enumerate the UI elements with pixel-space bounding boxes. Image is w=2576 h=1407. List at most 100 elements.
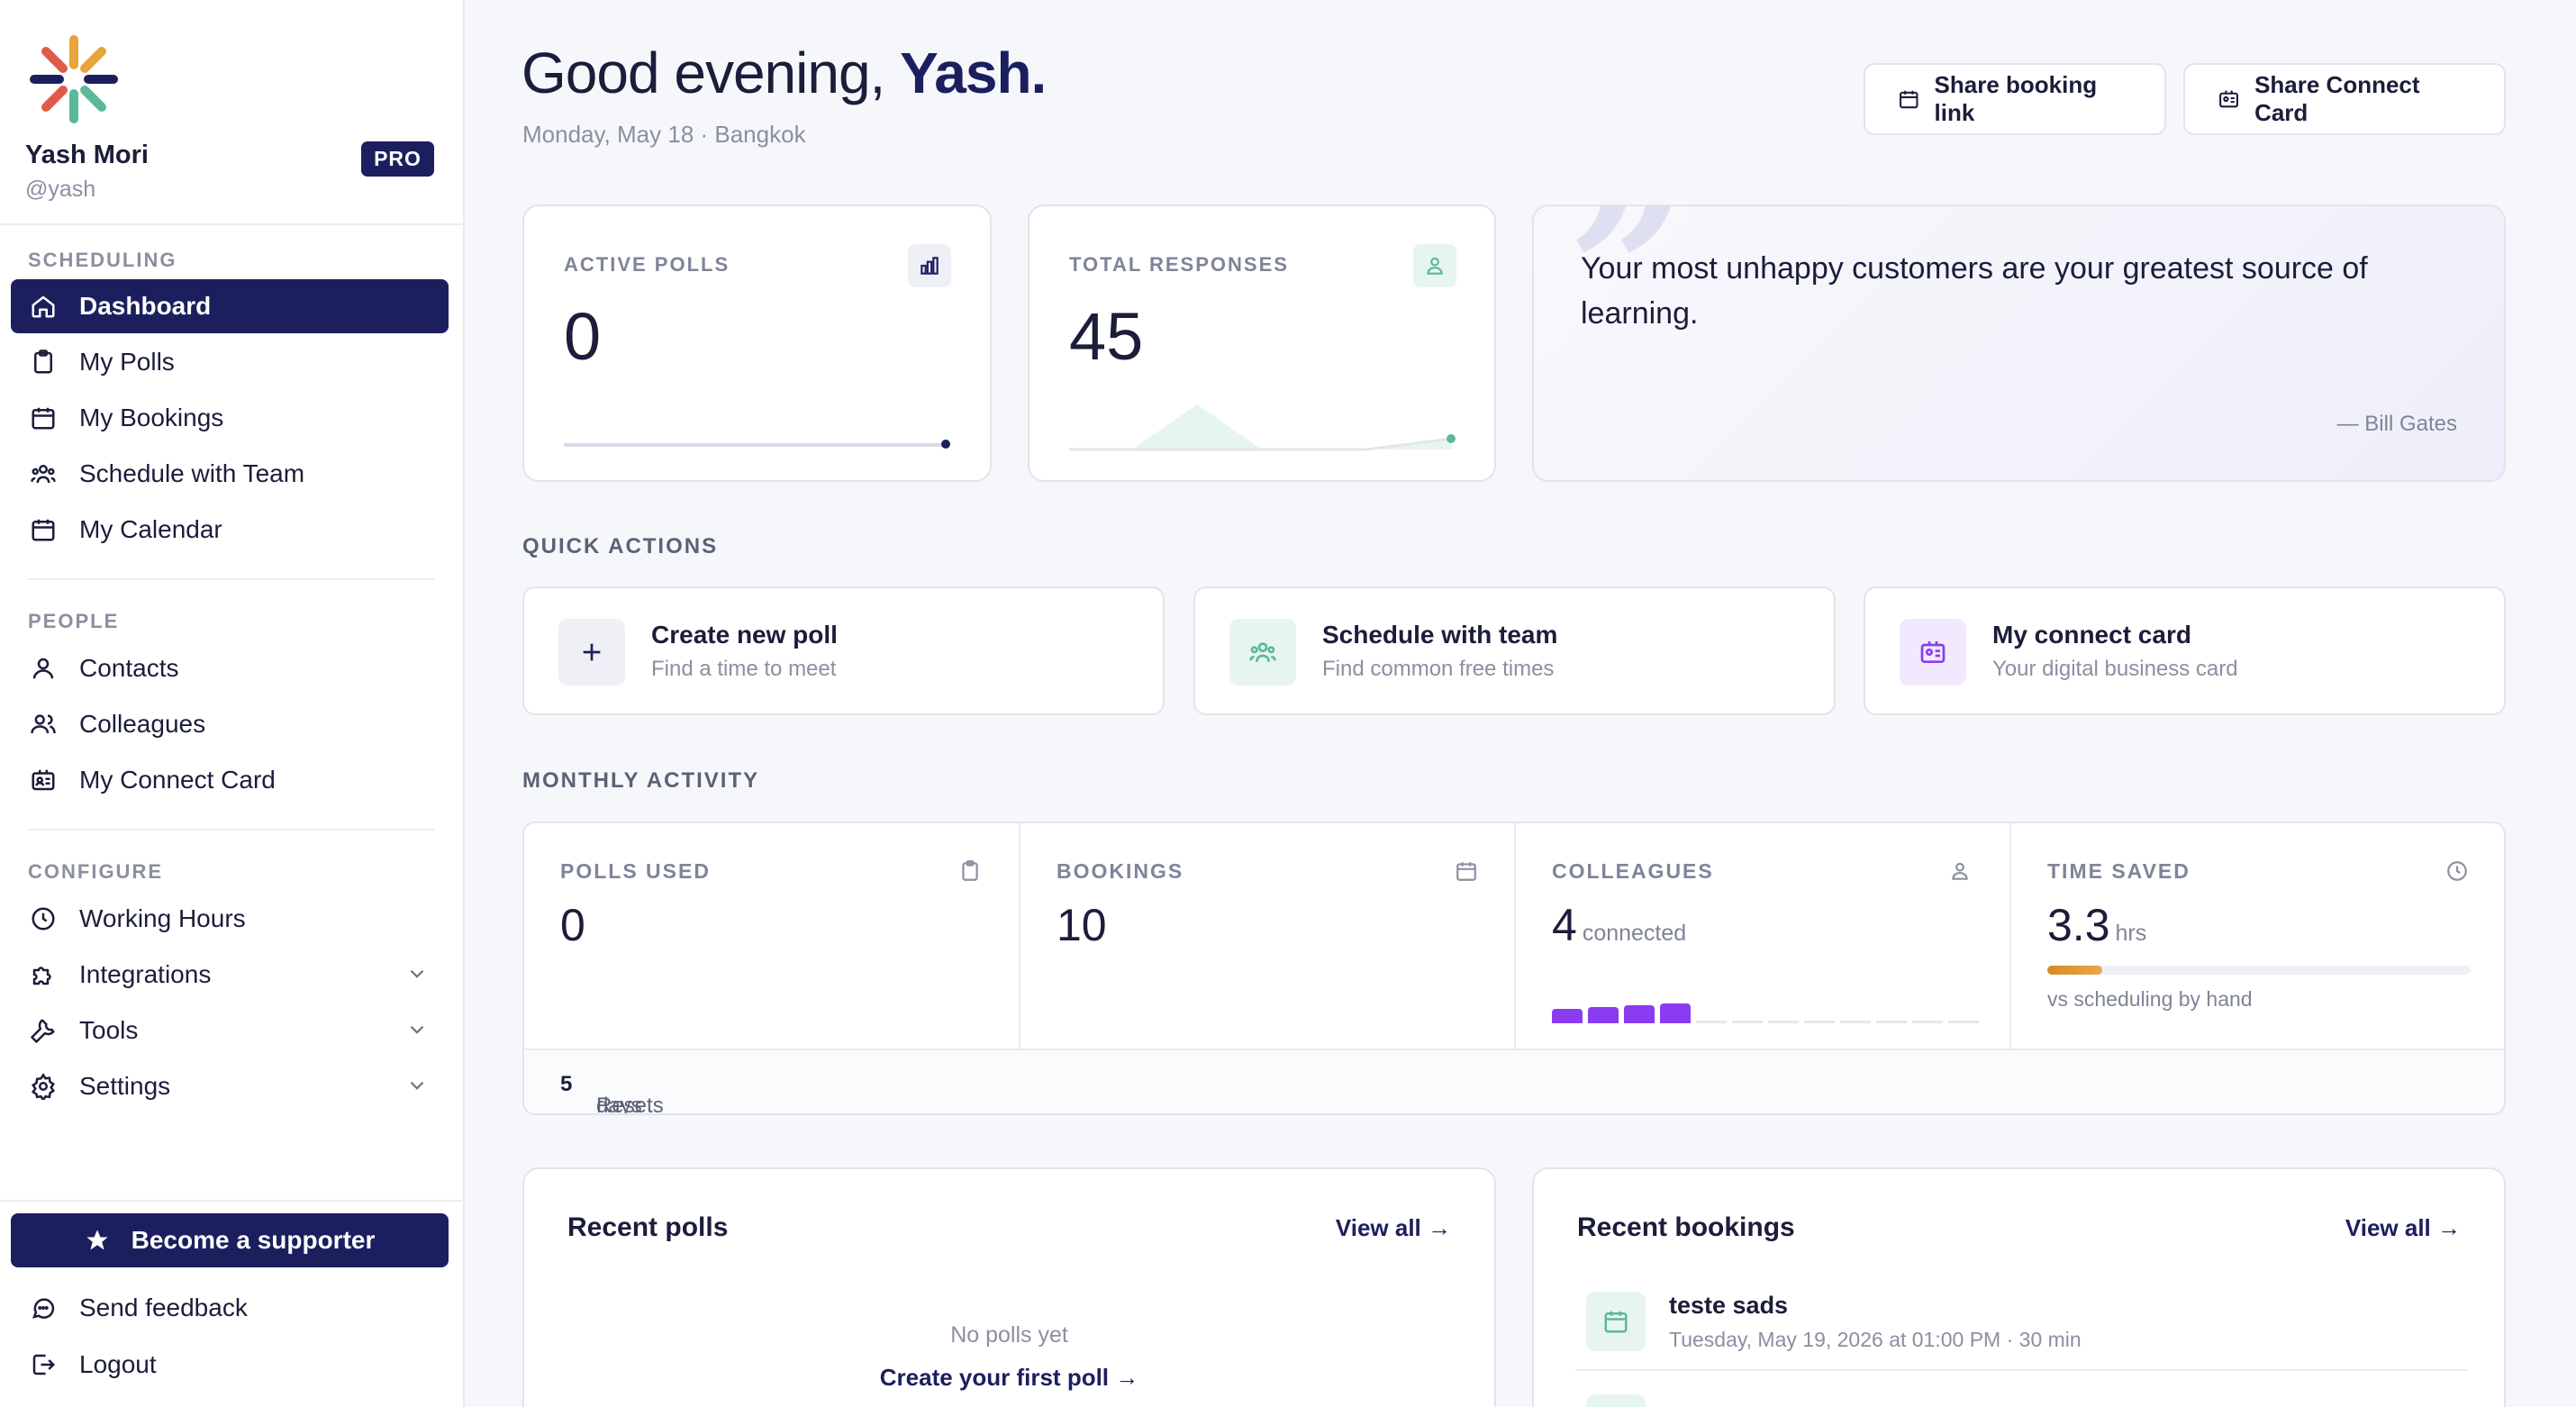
sidebar-item-integrations[interactable]: Integrations [11,948,449,1002]
segment-empty [1840,1021,1871,1023]
divider [0,1200,465,1202]
sidebar-item-label: Working Hours [79,904,246,932]
view-all-polls-link[interactable]: View all → [1335,1214,1451,1241]
recent-polls-card: Recent polls View all → No polls yet Cre… [522,1167,1496,1407]
sidebar-item-schedule-with-team[interactable]: Schedule with Team [11,447,449,501]
action-subtitle: Find a time to meet [651,657,837,681]
stat-value: 10 [1057,900,1107,950]
user-handle: @yash [25,177,96,202]
sidebar-item-label: Contacts [79,654,179,682]
section-label-configure: CONFIGURE [28,860,163,883]
stat-value: 45 [1069,299,1144,374]
sidebar-item-tools[interactable]: Tools [11,1003,449,1058]
action-subtitle: Your digital business card [1992,657,2238,681]
time-saved-unit: hrs [2115,921,2147,946]
segment-filled [1660,1003,1691,1023]
home-icon [29,292,58,321]
quick-actions-title: QUICK ACTIONS [522,534,719,558]
star-icon [86,1230,108,1250]
calendar-icon [1456,862,1476,881]
schedule-with-team-action[interactable]: Schedule with team Find common free time… [1193,586,1836,715]
my-connect-card-action[interactable]: My connect card Your digital business ca… [1864,586,2506,715]
app-logo-icon[interactable] [27,32,121,126]
sidebar-item-working-hours[interactable]: Working Hours [11,892,449,946]
users-icon [29,710,58,739]
sidebar-item-my-calendar[interactable]: My Calendar [11,503,449,557]
bar-chart-icon [908,244,951,287]
sidebar-item-label: My Calendar [79,515,222,543]
recent-bookings-title: Recent bookings [1577,1212,1795,1242]
calendar-icon [1900,90,1918,109]
clipboard-icon [29,348,58,377]
logout-label: Logout [79,1350,157,1378]
plus-icon [558,619,625,685]
logout-button[interactable]: Logout [11,1338,449,1392]
gear-icon [29,1072,58,1101]
list-item[interactable]: teste sads Tuesday, May 19, 2026 at 01:0… [1575,1292,2467,1371]
section-label-scheduling: SCHEDULING [28,249,177,271]
chevron-down-icon [410,969,424,978]
booking-title: teste sads [1669,1292,1789,1319]
become-supporter-button[interactable]: Become a supporter [11,1213,449,1267]
time-saved-stat: TIME SAVED 3.3 hrs vs scheduling by hand [2011,823,2504,1048]
reset-suffix: days [596,1094,642,1115]
segment-empty [1912,1021,1943,1023]
team-icon [1229,619,1296,685]
divider [0,223,465,225]
view-all-bookings-link[interactable]: View all → [2345,1214,2461,1241]
sidebar-item-my-connect-card[interactable]: My Connect Card [11,753,449,807]
sidebar-item-colleagues[interactable]: Colleagues [11,697,449,751]
page-title: Good evening, Yash. [522,40,1047,106]
segment-empty [1948,1021,1979,1023]
stat-value: 0 [560,900,585,950]
sidebar-item-contacts[interactable]: Contacts [11,641,449,695]
time-saved-progress-fill [2047,966,2103,975]
segment-empty [1876,1021,1907,1023]
share-booking-link-button[interactable]: Share booking link [1864,63,2166,135]
segment-filled [1588,1007,1619,1023]
action-subtitle: Find common free times [1322,657,1555,681]
polls-used-stat: POLLS USED 0 [524,823,1020,1048]
chat-icon [29,1294,58,1322]
sidebar-item-label: Settings [79,1072,171,1100]
send-feedback-button[interactable]: Send feedback [11,1281,449,1335]
monthly-footer: Resets in 5 days [524,1048,2504,1113]
sidebar-item-dashboard[interactable]: Dashboard [11,279,449,333]
divider [27,829,434,831]
puzzle-icon [29,960,58,989]
share-connect-card-label: Share Connect Card [2254,71,2420,126]
colleagues-segments [1552,996,1979,1023]
action-title: Create new poll [651,621,838,649]
sidebar-item-my-bookings[interactable]: My Bookings [11,391,449,445]
colleagues-stat: COLLEAGUES 4 connected [1516,823,2011,1048]
user-icon [29,654,58,683]
sidebar-item-label: Tools [79,1016,139,1044]
create-new-poll-action[interactable]: Create new poll Find a time to meet [522,586,1165,715]
stat-label: COLLEAGUES [1552,859,1714,883]
colleagues-count: 4 [1552,900,1577,950]
send-feedback-label: Send feedback [79,1294,248,1321]
chevron-down-icon [410,1081,424,1090]
segment-filled [1552,1009,1583,1023]
segment-empty [1804,1021,1835,1023]
sidebar-item-label: My Connect Card [79,766,276,794]
total-responses-sparkline [1069,404,1456,451]
segment-empty [1768,1021,1799,1023]
sidebar-item-label: Dashboard [79,292,212,320]
total-responses-card[interactable]: TOTAL RESPONSES 45 [1028,204,1496,482]
stat-label: ACTIVE POLLS [564,253,730,276]
clipboard-icon [962,860,978,881]
sidebar-item-my-polls[interactable]: My Polls [11,335,449,389]
quote-mark-icon: ” [1570,204,1684,387]
id-card-icon [2219,90,2238,108]
share-connect-card-button[interactable]: Share Connect Card [2183,63,2506,135]
create-first-poll-link[interactable]: Create your first poll → [879,1364,1139,1391]
active-polls-card[interactable]: ACTIVE POLLS 0 [522,204,992,482]
sidebar-item-settings[interactable]: Settings [11,1059,449,1113]
stat-value: 3.3 hrs [2047,899,2146,951]
active-polls-sparkline [564,440,950,449]
divider [27,578,434,580]
reset-note: Resets in 5 days [560,1072,664,1113]
calendar-icon [1586,1394,1646,1407]
reset-prefix: Resets in [596,1094,664,1115]
